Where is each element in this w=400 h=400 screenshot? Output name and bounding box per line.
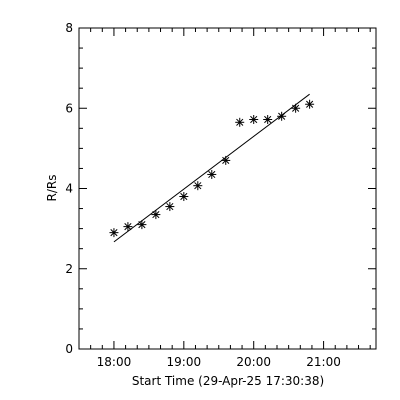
x-tick-label: 19:00 (167, 355, 202, 369)
y-tick-label: 4 (65, 182, 73, 196)
data-point (137, 220, 147, 230)
data-point (305, 99, 315, 109)
data-point (179, 192, 189, 202)
x-tick-label: 21:00 (306, 355, 341, 369)
y-axis-label: R/Rs (45, 175, 59, 202)
y-tick-label: 6 (65, 101, 73, 115)
y-tick-label: 2 (65, 262, 73, 276)
x-axis-label: Start Time (29-Apr-25 17:30:38) (132, 374, 324, 388)
y-tick-label: 0 (65, 342, 73, 356)
data-point (277, 111, 287, 121)
data-point (263, 114, 273, 124)
data-point (291, 103, 301, 113)
x-tick-label: 18:00 (97, 355, 132, 369)
plot-frame (78, 27, 377, 350)
data-point (165, 202, 175, 212)
data-point (193, 181, 203, 191)
data-point (123, 222, 133, 232)
fit-line (113, 93, 310, 243)
axis-tick-labels: 0 2 4 6 8 18:00 19:00 20:00 21:00 (65, 21, 341, 369)
data-point (249, 114, 259, 124)
data-points (109, 99, 315, 238)
data-point (221, 155, 231, 165)
x-tick-label: 20:00 (236, 355, 271, 369)
data-point (151, 210, 161, 220)
data-point (109, 228, 119, 238)
y-tick-label: 8 (65, 21, 73, 35)
data-point (207, 169, 217, 179)
axis-ticks (79, 27, 376, 350)
data-point (235, 117, 245, 127)
